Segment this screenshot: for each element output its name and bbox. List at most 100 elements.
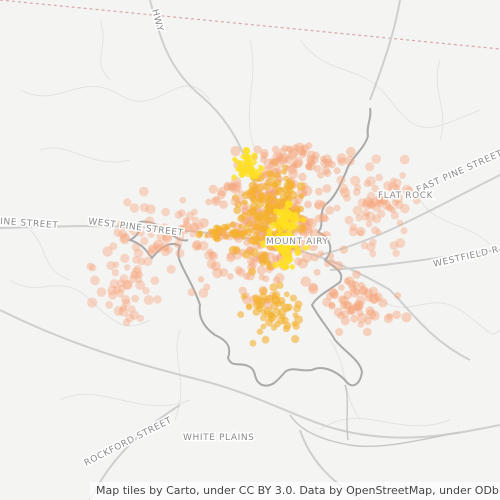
heat-point (230, 230, 236, 236)
heat-point (111, 268, 120, 277)
heat-point (319, 155, 327, 163)
heat-point (326, 292, 334, 300)
heat-point (109, 242, 118, 251)
heat-point (300, 144, 310, 153)
heat-point (231, 194, 240, 202)
heat-point (250, 196, 257, 203)
heat-point (390, 211, 399, 220)
heat-point (329, 289, 339, 299)
heat-point (365, 211, 376, 222)
heat-point (249, 339, 257, 347)
heat-point (333, 307, 343, 317)
heat-point (383, 181, 393, 191)
heat-point (179, 224, 190, 235)
heat-point (328, 160, 336, 169)
heat-point (270, 158, 279, 167)
heat-point (271, 145, 280, 154)
heat-point (333, 260, 344, 271)
heat-point (272, 256, 280, 264)
heat-point (117, 284, 126, 293)
heat-point (255, 183, 265, 192)
heat-point (394, 292, 402, 299)
label-westfield-road: WESTFIELD R (432, 245, 500, 270)
heat-point (363, 327, 372, 337)
heat-point (256, 265, 267, 275)
heat-point (228, 183, 235, 190)
heat-point (392, 310, 401, 320)
heat-point (372, 214, 381, 224)
label-white-plains: WHITE PLAINS (183, 433, 254, 443)
heat-point (352, 280, 360, 289)
heat-point (260, 151, 269, 160)
heat-point (199, 218, 209, 228)
heat-point (352, 303, 361, 312)
heat-point (192, 240, 202, 250)
heat-point (293, 157, 304, 168)
heat-point (211, 196, 222, 207)
heat-point (287, 150, 298, 160)
heat-point (359, 286, 368, 296)
heat-point (299, 151, 307, 159)
heat-point (318, 212, 328, 222)
heat-point (353, 301, 364, 312)
heat-point (129, 310, 139, 320)
heat-point (310, 253, 320, 262)
heat-point (272, 254, 279, 261)
heat-point (281, 250, 288, 257)
heat-point (352, 205, 363, 216)
heat-point (386, 313, 393, 320)
heat-point (306, 150, 316, 160)
heat-point (175, 231, 185, 242)
heat-point (268, 161, 277, 170)
heat-point (356, 226, 366, 237)
heat-point (336, 153, 347, 164)
heat-point (264, 202, 273, 210)
heat-point (399, 172, 406, 179)
heat-point (375, 173, 383, 182)
heat-point (352, 270, 361, 279)
heat-point (143, 295, 154, 305)
heat-point (284, 165, 291, 172)
heat-point (268, 157, 276, 165)
heat-point (113, 285, 122, 294)
heat-point (137, 229, 145, 237)
heat-point (197, 276, 205, 283)
heat-point (194, 244, 202, 251)
label-mount-airy: MOUNT AIRY (266, 237, 329, 247)
heat-point (314, 202, 322, 209)
heat-point (341, 309, 350, 319)
heat-point (328, 301, 336, 309)
heat-point (306, 218, 317, 228)
heat-point (321, 215, 329, 223)
heat-point (162, 232, 172, 242)
heat-point (376, 200, 384, 208)
heat-point (227, 252, 235, 260)
heat-point (137, 257, 146, 266)
heat-point (377, 209, 386, 218)
heat-point (357, 229, 364, 237)
heat-point (324, 260, 331, 268)
heat-point (325, 206, 334, 215)
heat-point (241, 199, 248, 206)
heat-point (294, 246, 302, 254)
heat-point (96, 287, 107, 297)
heat-point (308, 236, 320, 248)
heat-point (195, 231, 203, 239)
heat-point (109, 279, 119, 289)
heat-point (297, 258, 308, 269)
heat-point (321, 231, 331, 241)
heat-point (375, 194, 385, 205)
heat-point (248, 267, 257, 276)
heat-point (251, 152, 258, 159)
heat-point (390, 177, 397, 184)
heat-point (119, 233, 130, 245)
heat-point (255, 235, 261, 241)
heat-point (356, 309, 364, 317)
heat-point (159, 241, 170, 252)
heat-point (400, 203, 410, 214)
heat-point (133, 248, 144, 258)
heat-point (213, 224, 221, 232)
heat-point (289, 163, 297, 170)
heat-point (119, 223, 127, 231)
